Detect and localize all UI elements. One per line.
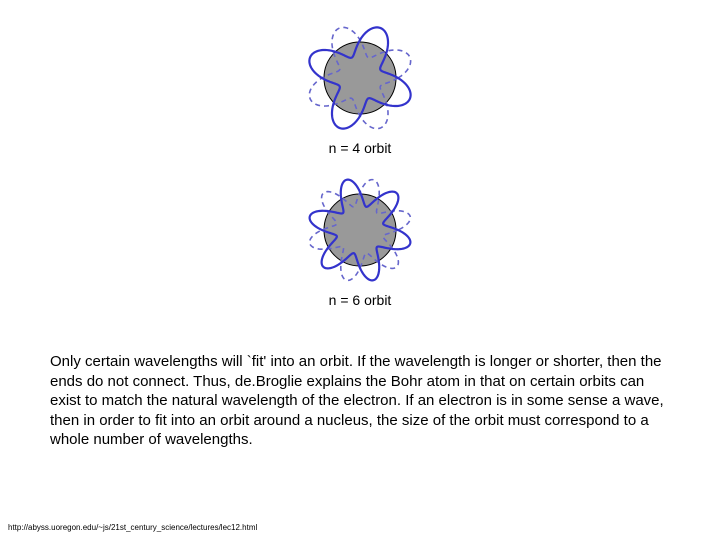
orbit-diagram-n4 [290,18,430,138]
orbit-figure-n6: n = 6 orbit [290,170,430,322]
orbit-figure-n4: n = 4 orbit [290,18,430,170]
page: n = 4 orbit n = 6 orbit Only certain wav… [0,0,720,540]
footer-source-url: http://abyss.uoregon.edu/~js/21st_centur… [8,523,257,532]
body-paragraph: Only certain wavelengths will `fit' into… [50,352,670,450]
figure-stack: n = 4 orbit n = 6 orbit [0,0,720,322]
orbit-label-n6: n = 6 orbit [329,292,392,308]
orbit-label-n4: n = 4 orbit [329,140,392,156]
orbit-diagram-n6 [290,170,430,290]
